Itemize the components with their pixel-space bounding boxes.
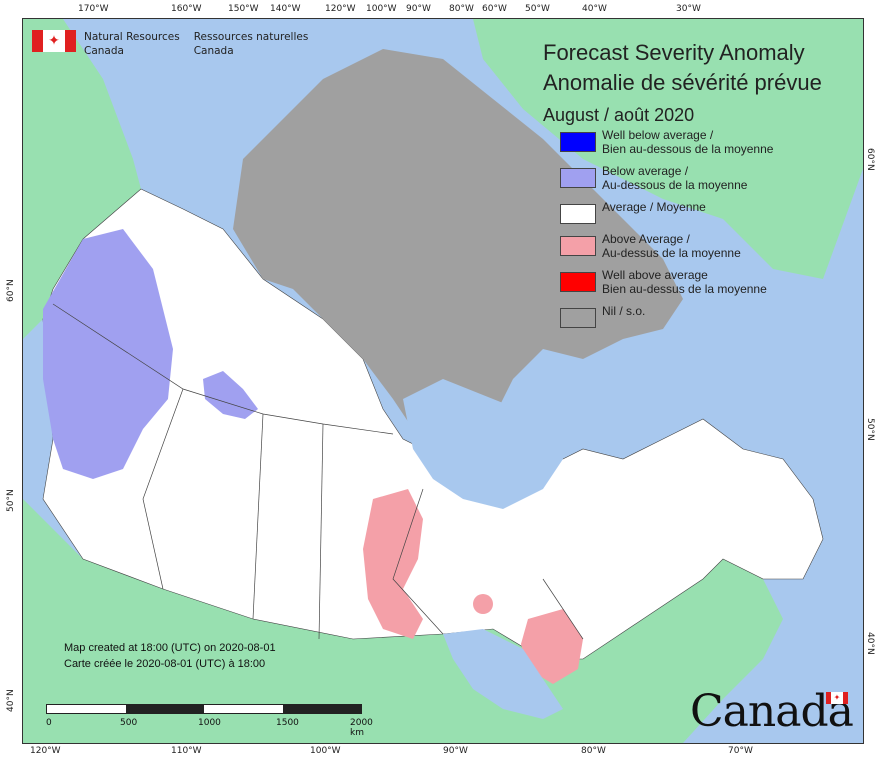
- usa-region: [23, 499, 783, 743]
- longitude-label: 70°W: [728, 746, 753, 756]
- canada-mainland: [42, 188, 824, 660]
- legend-label-line2: Bien au-dessus de la moyenne: [602, 282, 767, 296]
- longitude-label: 30°W: [676, 4, 701, 14]
- legend-label-line2: Au-dessous de la moyenne: [602, 178, 748, 192]
- provincial-borders: [52, 303, 584, 640]
- legend-label-line1: Nil / s.o.: [602, 304, 646, 318]
- legend-swatch: [560, 272, 596, 292]
- legend-item: Nil / s.o.: [560, 304, 773, 328]
- legend-swatch: [560, 168, 596, 188]
- above-average-spot: [473, 594, 493, 614]
- agency-en-line1: Natural Resources: [84, 31, 180, 43]
- longitude-label: 100°W: [366, 4, 397, 14]
- legend-label: Above Average / Au-dessus de la moyenne: [602, 232, 741, 260]
- longitude-label: 60°W: [482, 4, 507, 14]
- longitude-label: 100°W: [310, 746, 341, 756]
- longitude-label: 120°W: [325, 4, 356, 14]
- legend-item: Above Average / Au-dessus de la moyenne: [560, 232, 773, 260]
- legend-label: Nil / s.o.: [602, 304, 645, 318]
- legend-label-line1: Well below average /: [602, 128, 714, 142]
- longitude-label: 80°W: [581, 746, 606, 756]
- latitude-label: 50°N: [6, 489, 16, 512]
- title-date: August / août 2020: [543, 105, 695, 125]
- legend-swatch: [560, 204, 596, 224]
- legend-label: Well above average Bien au-dessus de la m…: [602, 268, 767, 296]
- title-french: Anomalie de sévérité prévue: [543, 70, 822, 95]
- greenland-region: [473, 19, 863, 279]
- longitude-label: 90°W: [406, 4, 431, 14]
- wordmark-flag-icon: ✦: [826, 692, 848, 704]
- map-frame: [22, 18, 864, 744]
- map-title-block: Forecast Severity Anomaly Anomalie de sé…: [543, 38, 822, 128]
- scale-bar-label: 1500: [276, 718, 299, 728]
- creation-note: Map created at 18:00 (UTC) on 2020-08-01…: [64, 640, 276, 672]
- above-average-region-west: [363, 489, 423, 639]
- latitude-label: 50°N: [865, 418, 875, 441]
- legend-label-line1: Well above average: [602, 268, 708, 282]
- longitude-label: 160°W: [171, 4, 202, 14]
- longitude-label: 50°W: [525, 4, 550, 14]
- agency-name-en: Natural Resources Canada: [84, 30, 180, 58]
- below-average-region: [43, 229, 173, 479]
- scale-bar: 0 500 1000 1500 2000 km: [46, 704, 373, 738]
- legend-swatch: [560, 236, 596, 256]
- agency-signature: ✦ Natural Resources Canada Ressources na…: [32, 30, 314, 58]
- below-average-lake-region: [203, 371, 258, 419]
- agency-en-line2: Canada: [84, 45, 124, 57]
- longitude-label: 40°W: [582, 4, 607, 14]
- legend-swatch: [560, 132, 596, 152]
- longitude-label: 110°W: [171, 746, 202, 756]
- legend-label-line1: Above Average /: [602, 232, 690, 246]
- legend-label: Well below average / Bien au-dessous de l…: [602, 128, 773, 156]
- legend-item: Well below average / Bien au-dessous de l…: [560, 128, 773, 156]
- alaska-region: [23, 19, 141, 339]
- scale-bar-label: 2000 km: [350, 718, 373, 738]
- latitude-label: 40°N: [865, 632, 875, 655]
- longitude-label: 140°W: [270, 4, 301, 14]
- legend-label: Below average / Au-dessous de la moyenne: [602, 164, 747, 192]
- longitude-label: 80°W: [449, 4, 474, 14]
- latitude-label: 60°N: [865, 148, 875, 171]
- arctic-nil-region: [233, 49, 683, 439]
- title-english: Forecast Severity Anomaly: [543, 40, 805, 65]
- longitude-label: 90°W: [443, 746, 468, 756]
- legend-label-line2: Au-dessus de la moyenne: [602, 246, 741, 260]
- latitude-label: 60°N: [6, 279, 16, 302]
- legend-label-line1: Below average /: [602, 164, 689, 178]
- scale-bar-label: 1000: [198, 718, 221, 728]
- map-legend: Well below average / Bien au-dessous de l…: [560, 128, 773, 336]
- legend-label: Average / Moyenne: [602, 200, 706, 214]
- longitude-label: 170°W: [78, 4, 109, 14]
- agency-fr-line1: Ressources naturelles: [193, 31, 309, 43]
- scale-bar-label: 500: [120, 718, 138, 728]
- longitude-label: 150°W: [228, 4, 259, 14]
- agency-name-fr: Ressources naturelles Canada: [194, 30, 309, 58]
- above-average-region-east: [521, 609, 583, 684]
- agency-fr-line2: Canada: [193, 45, 234, 57]
- map-canvas: [23, 19, 863, 743]
- legend-item: Below average / Au-dessous de la moyenne: [560, 164, 773, 192]
- longitude-label: 120°W: [30, 746, 61, 756]
- latitude-label: 40°N: [6, 689, 16, 712]
- legend-item: Average / Moyenne: [560, 200, 773, 224]
- hudson-bay: [403, 379, 563, 509]
- creation-note-fr: Carte créée le 2020-08-01 (UTC) à 18:00: [64, 658, 266, 670]
- legend-label-line2: Bien au-dessous de la moyenne: [602, 142, 774, 156]
- scale-bar-label: 0: [46, 718, 52, 728]
- creation-note-en: Map created at 18:00 (UTC) on 2020-08-01: [64, 642, 276, 654]
- canada-flag-icon: ✦: [32, 30, 76, 52]
- great-lakes: [443, 629, 563, 719]
- legend-item: Well above average Bien au-dessus de la m…: [560, 268, 773, 296]
- legend-swatch: [560, 308, 596, 328]
- legend-label-line1: Average / Moyenne: [602, 200, 706, 214]
- scale-bar-track: [46, 704, 362, 714]
